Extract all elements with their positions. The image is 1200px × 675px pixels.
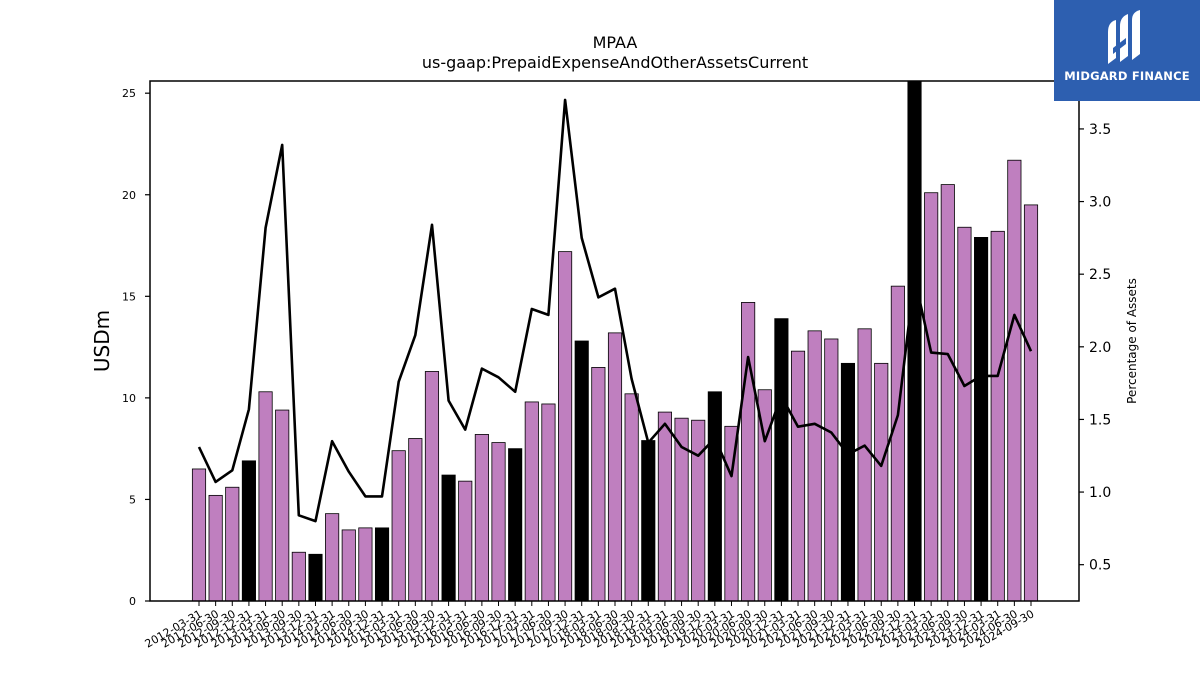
bar xyxy=(724,425,739,602)
y-tick-label: 10 xyxy=(122,392,136,405)
bar xyxy=(325,513,340,602)
y2-tick-label: 3.0 xyxy=(1089,195,1111,211)
chart-subtitle: us-gaap:PrepaidExpenseAndOtherAssetsCurr… xyxy=(422,53,808,72)
y-tick-label: 5 xyxy=(129,493,136,506)
bar xyxy=(1023,204,1039,602)
left-axis: 0 5 10 15 20 25 xyxy=(122,87,150,608)
bar xyxy=(358,527,373,602)
bar xyxy=(258,391,273,602)
y2-tick-label: 0.5 xyxy=(1089,558,1111,574)
bar xyxy=(491,442,506,602)
y2-tick-label: 1.0 xyxy=(1089,485,1111,501)
bar xyxy=(474,434,489,602)
x-axis: 2012-03-312012-06-302012-09-302012-12-31… xyxy=(143,601,1037,651)
bar xyxy=(524,401,539,602)
bar xyxy=(657,411,672,602)
bar xyxy=(890,285,905,602)
percentage-line xyxy=(197,98,1033,523)
bar xyxy=(607,332,623,602)
y-tick-label: 20 xyxy=(122,189,136,202)
y2-axis-label: Percentage of Assets xyxy=(1125,278,1139,404)
bar xyxy=(391,450,406,602)
midgard-finance-logo: MIDGARD FINANCE xyxy=(1054,0,1200,101)
bar xyxy=(308,553,323,602)
midgard-logo-icon xyxy=(1108,10,1140,64)
y2-tick-label: 2.0 xyxy=(1089,340,1111,356)
bar xyxy=(940,184,955,602)
bar xyxy=(624,393,639,602)
bar xyxy=(291,551,306,602)
bar xyxy=(990,230,1005,602)
bar xyxy=(591,367,606,602)
y-tick-label: 15 xyxy=(122,290,136,303)
bar xyxy=(707,391,722,602)
bar xyxy=(424,371,440,602)
bar xyxy=(907,80,922,602)
bar xyxy=(541,403,556,602)
y-tick-label: 25 xyxy=(122,87,136,100)
right-axis: 0.5 1.0 1.5 2.0 2.5 3.0 3.5 xyxy=(1079,122,1111,574)
bar xyxy=(691,419,706,602)
y-tick-label: 0 xyxy=(129,595,136,608)
bar xyxy=(208,494,223,602)
bar xyxy=(374,527,390,602)
logo-brand-text: MIDGARD FINANCE xyxy=(1064,69,1190,83)
bar xyxy=(974,237,989,602)
bar xyxy=(558,251,573,602)
bar xyxy=(790,350,806,602)
bar xyxy=(840,362,856,602)
bar xyxy=(741,302,756,602)
bar xyxy=(191,468,207,602)
bar xyxy=(774,318,789,602)
y2-tick-label: 1.5 xyxy=(1089,412,1111,428)
bar-series xyxy=(191,80,1039,602)
bar xyxy=(275,409,290,602)
bar xyxy=(924,192,939,602)
plot-frame xyxy=(149,80,1080,602)
bar xyxy=(807,330,822,602)
bar xyxy=(957,226,972,602)
chart-title: MPAA xyxy=(593,33,638,52)
bar xyxy=(341,529,356,602)
bar xyxy=(641,440,656,602)
bar xyxy=(874,362,889,602)
y-axis-label: USDm xyxy=(90,310,114,372)
bar xyxy=(441,474,456,602)
bar xyxy=(458,480,473,602)
bar xyxy=(1007,159,1022,602)
y2-tick-label: 3.5 xyxy=(1089,122,1111,138)
bar xyxy=(574,340,589,602)
bar xyxy=(225,486,240,602)
bar xyxy=(508,448,523,602)
bar xyxy=(857,328,872,602)
bar xyxy=(241,460,256,602)
y2-tick-label: 2.5 xyxy=(1089,267,1111,283)
bar xyxy=(408,438,423,602)
bar xyxy=(824,338,839,602)
